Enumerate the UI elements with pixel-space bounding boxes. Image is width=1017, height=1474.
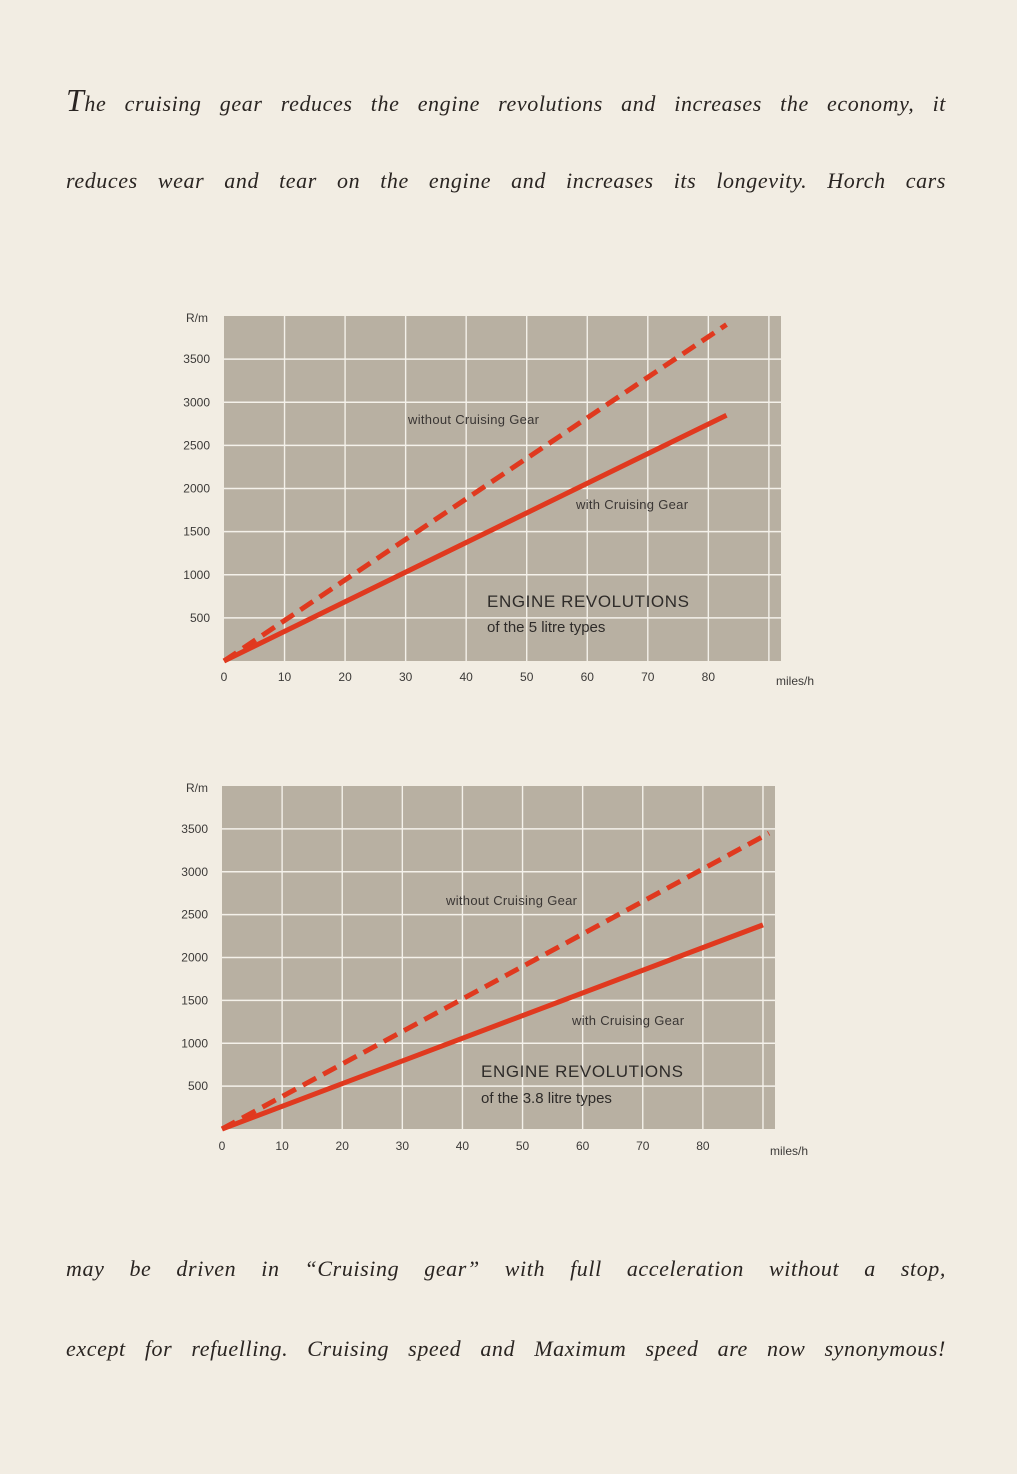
closing-text-line-2: except for refuelling. Cruising speed an…: [66, 1336, 946, 1361]
chart-subtitle: of the 3.8 litre types: [481, 1090, 612, 1107]
x-tick-label: 0: [219, 1139, 226, 1153]
series-label-without-cruising-gear: without Cruising Gear: [445, 893, 578, 908]
x-tick-label: 50: [516, 1139, 530, 1153]
x-tick-label: 10: [275, 1139, 289, 1153]
y-tick-label: 2500: [183, 438, 210, 452]
x-tick-label: 70: [636, 1139, 650, 1153]
engine-revolutions-chart-3-8-litre: 0 10 20 30 40 50 60 70 80 500 1000 1500 2000 2500 3000…: [181, 781, 808, 1158]
series-line-without-cruising-gear: [222, 322, 728, 664]
y-tick-label: 3000: [183, 395, 210, 409]
intro-text-line-1: The cruising gear reduces the engine rev…: [66, 82, 946, 119]
x-tick-label: 40: [459, 670, 473, 684]
x-tick-label: 20: [338, 670, 352, 684]
series-label-with-cruising-gear: with Cruising Gear: [575, 497, 689, 512]
y-axis-label: R/m: [186, 311, 208, 325]
series-label-with-cruising-gear: with Cruising Gear: [571, 1013, 685, 1028]
intro-text-line-1-rest: he cruising gear reduces the engine revo…: [84, 91, 946, 116]
x-axis-label: miles/h: [776, 674, 814, 688]
y-tick-label: 3500: [181, 822, 208, 836]
x-tick-label: 60: [581, 670, 595, 684]
engine-revolutions-chart-5-litre: 0 10 20 30 40 50 60 70 80 500 1000 1500 2000 2500 3000…: [183, 311, 814, 688]
y-tick-label: 500: [188, 1079, 208, 1093]
x-tick-label: 10: [278, 670, 292, 684]
chart-title: ENGINE REVOLUTIONS: [481, 1062, 684, 1081]
x-tick-label: 20: [336, 1139, 350, 1153]
x-tick-label: 80: [702, 670, 716, 684]
closing-text-line-1: may be driven in “Cruising gear” with fu…: [66, 1256, 946, 1281]
series-line-without-cruising-gear: [220, 831, 771, 1132]
y-tick-label: 1500: [181, 993, 208, 1007]
y-tick-label: 2000: [183, 482, 210, 496]
x-tick-label: 50: [520, 670, 534, 684]
x-tick-label: 70: [641, 670, 655, 684]
x-tick-label: 0: [221, 670, 228, 684]
x-tick-label: 60: [576, 1139, 590, 1153]
x-tick-label: 40: [456, 1139, 470, 1153]
y-tick-label: 1000: [183, 568, 210, 582]
y-tick-label: 1500: [183, 525, 210, 539]
x-tick-label: 80: [696, 1139, 710, 1153]
chart-title: ENGINE REVOLUTIONS: [487, 592, 690, 611]
series-line-with-cruising-gear: [222, 412, 728, 664]
series-line-with-cruising-gear: [221, 922, 764, 1132]
y-tick-label: 1000: [181, 1036, 208, 1050]
intro-text-line-2: reduces wear and tear on the engine and …: [66, 168, 946, 193]
series-label-without-cruising-gear: without Cruising Gear: [407, 412, 540, 427]
x-axis-label: miles/h: [770, 1144, 808, 1158]
y-tick-label: 3000: [181, 865, 208, 879]
y-tick-label: 2000: [181, 951, 208, 965]
chart-subtitle: of the 5 litre types: [487, 619, 605, 636]
y-tick-label: 2500: [181, 908, 208, 922]
x-tick-label: 30: [399, 670, 413, 684]
drop-cap-letter: T: [66, 82, 85, 118]
x-tick-label: 30: [396, 1139, 410, 1153]
y-tick-label: 500: [190, 611, 210, 625]
y-axis-label: R/m: [186, 781, 208, 795]
y-tick-label: 3500: [183, 352, 210, 366]
